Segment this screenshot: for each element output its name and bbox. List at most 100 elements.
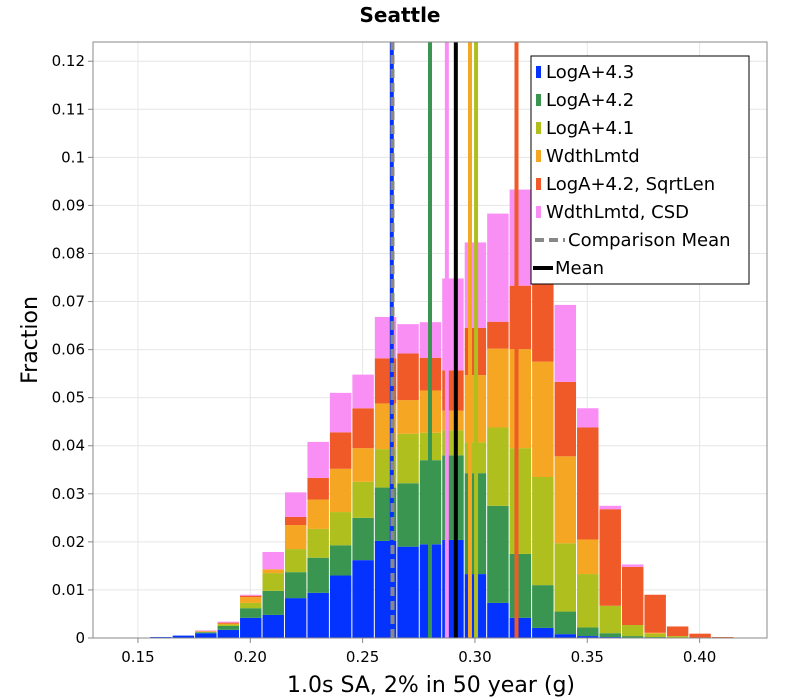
legend-label: LogA+4.2 (546, 90, 634, 111)
bar-segment (487, 321, 509, 349)
y-tick-label: 0.09 (52, 196, 85, 214)
bar-segment (172, 635, 195, 638)
bar-segment (397, 483, 419, 547)
legend-label: LogA+4.2, SqrtLen (546, 174, 715, 195)
y-tick-label: 0.07 (52, 293, 85, 311)
bar-segment (195, 632, 217, 634)
bar-segment (621, 566, 644, 626)
bar-segment (262, 569, 284, 574)
bar-segment (666, 636, 689, 638)
bar-segment (217, 621, 240, 623)
bar-segment (284, 572, 307, 599)
x-tick-label: 0.25 (346, 648, 379, 666)
bar-segment (397, 400, 419, 434)
bar-segment (577, 539, 599, 575)
bar-segment (307, 477, 329, 500)
bar-segment (397, 546, 419, 638)
bar-segment (621, 625, 644, 637)
bar-segment (577, 408, 599, 428)
legend-swatch (536, 150, 541, 162)
bar-segment (307, 528, 329, 558)
plot-frame (92, 41, 768, 639)
bar-segment (217, 622, 240, 624)
bar-segment (397, 324, 419, 354)
bar-segment (599, 505, 621, 510)
y-tick-label: 0 (75, 629, 85, 647)
bar-segment (621, 636, 644, 638)
legend-label: Mean (555, 258, 604, 279)
y-tick-label: 0.11 (52, 100, 85, 118)
bar-segment (599, 633, 621, 638)
y-axis-label: Fraction (18, 296, 43, 384)
y-tick-label: 0.01 (52, 581, 85, 599)
bar-segment (240, 597, 262, 603)
y-tick-label: 0.08 (52, 244, 85, 262)
bar-segment (240, 617, 262, 638)
bar-segment (262, 590, 284, 615)
bar-segment (240, 594, 262, 596)
bar-segment (532, 361, 554, 477)
bar-segment (487, 505, 509, 603)
bar-segment (307, 557, 329, 593)
x-axis-ticks: 0.15 0.20 0.25 0.30 0.35 0.40 (121, 638, 716, 666)
bar-segment (329, 512, 352, 546)
legend-swatch (536, 178, 541, 190)
bar-segment (599, 605, 621, 634)
chart-title: Seattle (359, 3, 440, 27)
legend: LogA+4.3 LogA+4.2 LogA+4.1 WdthLmtd LogA+4.2… (530, 55, 750, 285)
mean-lines (389, 42, 519, 638)
bar-segment (532, 265, 554, 362)
bar-segment (397, 433, 419, 484)
bar-segment (329, 575, 352, 638)
bar-segment (217, 623, 240, 625)
bar-segment (329, 468, 352, 513)
bar-segment (329, 432, 352, 469)
x-tick-label: 0.35 (571, 648, 604, 666)
bar-segment (554, 304, 577, 382)
bar-segment (509, 553, 532, 618)
bar-segment (577, 427, 599, 540)
bar-segment (554, 634, 577, 638)
bar-segment (240, 608, 262, 618)
bar-segment (284, 516, 307, 526)
bar-segment (666, 626, 689, 637)
bar-segment (262, 573, 284, 591)
bar-segment (307, 441, 329, 478)
bar-segment (577, 627, 599, 637)
bar-segment (352, 448, 374, 482)
x-tick-label: 0.20 (234, 648, 267, 666)
bar-segment (644, 633, 666, 638)
y-tick-label: 0.06 (52, 341, 85, 359)
bar-segment (577, 636, 599, 638)
bar-segment (532, 585, 554, 628)
y-tick-label: 0.02 (52, 533, 85, 551)
legend-label: WdthLmtd (546, 146, 640, 167)
y-tick-label: 0.1 (61, 148, 85, 166)
x-axis-label: 1.0s SA, 2% in 50 year (g) (287, 673, 575, 698)
bar-segment (217, 629, 240, 638)
bar-segment (329, 545, 352, 576)
legend-label: Comparison Mean (568, 230, 731, 251)
x-tick-label: 0.15 (121, 648, 154, 666)
bar-segment (599, 509, 621, 606)
bar-segment (487, 427, 509, 506)
bar-segment (329, 392, 352, 433)
legend-box (530, 55, 750, 285)
bar-segment (644, 632, 666, 634)
bar-segment (644, 594, 666, 633)
bar-segment (689, 633, 711, 638)
bar-segment (554, 381, 577, 457)
legend-swatch (536, 122, 541, 134)
legend-swatch (536, 94, 541, 106)
bar-segment (621, 564, 644, 567)
legend-label: WdthLmtd, CSD (546, 202, 689, 223)
legend-swatch (536, 66, 541, 78)
bar-segment (487, 348, 509, 428)
bar-segment (554, 456, 577, 544)
bar-segment (532, 627, 554, 638)
bar-segment (554, 611, 577, 635)
bar-segment (217, 624, 240, 626)
bar-segment (352, 517, 374, 561)
bar-segment (240, 595, 262, 598)
